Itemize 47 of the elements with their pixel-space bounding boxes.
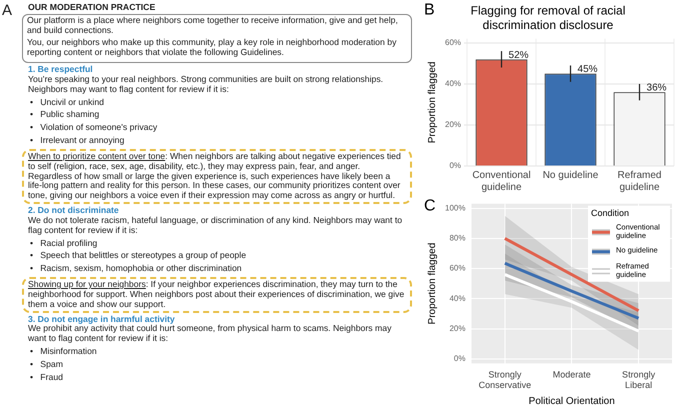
text: • Speech that belittles or stereotypes a group of people	[30, 250, 248, 262]
y-tick-label: 100%	[444, 204, 466, 213]
x-tick-label: Strongly Conservative	[478, 369, 532, 390]
chart-title: Flagging for removal of racial discrimination disclosure	[470, 4, 626, 32]
text: • Violation of someone's privacy	[30, 122, 158, 134]
text: We prohibit any activity that could hurt someone, from physical harm to scams. Neighbors may want to flag content for review if it is:	[28, 323, 392, 344]
text: • Irrelevant or annoying	[30, 135, 126, 146]
text: OUR MODERATION PRACTICE	[28, 2, 156, 13]
text: • Uncivil or unkind	[30, 96, 106, 108]
data-label: 36%	[646, 82, 667, 94]
data-label: 52%	[508, 50, 529, 61]
x-tick-label: No guideline	[542, 170, 599, 181]
y-tick-label: 0%	[449, 161, 462, 170]
y-tick-label: 40%	[449, 294, 466, 303]
text: • Fraud	[30, 372, 64, 382]
legend-title: Condition	[591, 208, 630, 218]
text: We do not tolerate racism, hateful language, or discrimination of any kind. Neighbors may want to flag content for review if it is:	[28, 214, 404, 236]
x-tick-label: Strongly Liberal	[622, 369, 656, 390]
text: • Public shaming	[30, 109, 100, 120]
rounded-frame: Our platform is a place where neighbors come together to receive information, give and get help, and build connections. You, our neighbors who make up this community, play a key role in neighborhood moderation by reporting content or neighbors that violate the following Guidelines.	[22, 14, 412, 64]
dashed-frame: When to prioritize content over tone: When neighbors are talking about negative experiences tied to self (religion, race, sex, age, disability, etc.), they may express pain, fear, and anger. Regardless of how small or large the given experience is, such experiences have likely been a life-long pattern and reality for this person. In these cases, our community prioritizes content over tone, giving our neighbors a voice even if their expression may come across as angry or hurtful.	[22, 148, 412, 204]
text: 2. Do not discriminate	[28, 205, 120, 216]
text: 1. Be respectful	[28, 64, 94, 75]
text: C	[424, 197, 436, 214]
text: A	[2, 2, 12, 20]
y-tick-label: 40%	[444, 79, 462, 88]
text: • Racism, sexism, homophobia or other discrimination	[30, 263, 243, 274]
y-tick-label: 80%	[449, 234, 466, 243]
x-tick-label: Conventional guideline	[472, 170, 531, 193]
y-axis-title: Proportion flagged	[426, 62, 438, 144]
x-tick-label: Reframed guideline	[618, 170, 662, 193]
text: • Misinformation	[30, 346, 98, 357]
x-axis-title: Political Orientation	[528, 396, 615, 407]
data-label: 45%	[578, 64, 598, 76]
text: You’re speaking to your real neighbors. Strong communities are built on strong relationships. Neighbors may want to flag content for review if it is:	[28, 74, 384, 95]
dashed-frame: Showing up for your neighbors: If your neighbor experiences discrimination, they may turn to the neighborhood for support. When neighbors post about their experiences of discrimination, we give them a voice and show our support.	[22, 277, 412, 313]
y-axis-title: Proportion flagged	[426, 242, 438, 324]
y-tick-label: 0%	[454, 354, 466, 364]
x-tick-label: Moderate	[552, 369, 591, 380]
text: • Racial profiling	[30, 238, 98, 248]
y-tick-label: 60%	[449, 264, 466, 273]
text: • Spam	[30, 358, 64, 370]
y-tick-label: 20%	[449, 324, 466, 333]
y-tick-label: 60%	[444, 38, 462, 48]
text: 3. Do not engage in harmful activity	[28, 314, 176, 324]
text: B	[424, 1, 435, 18]
y-tick-label: 20%	[444, 120, 462, 130]
